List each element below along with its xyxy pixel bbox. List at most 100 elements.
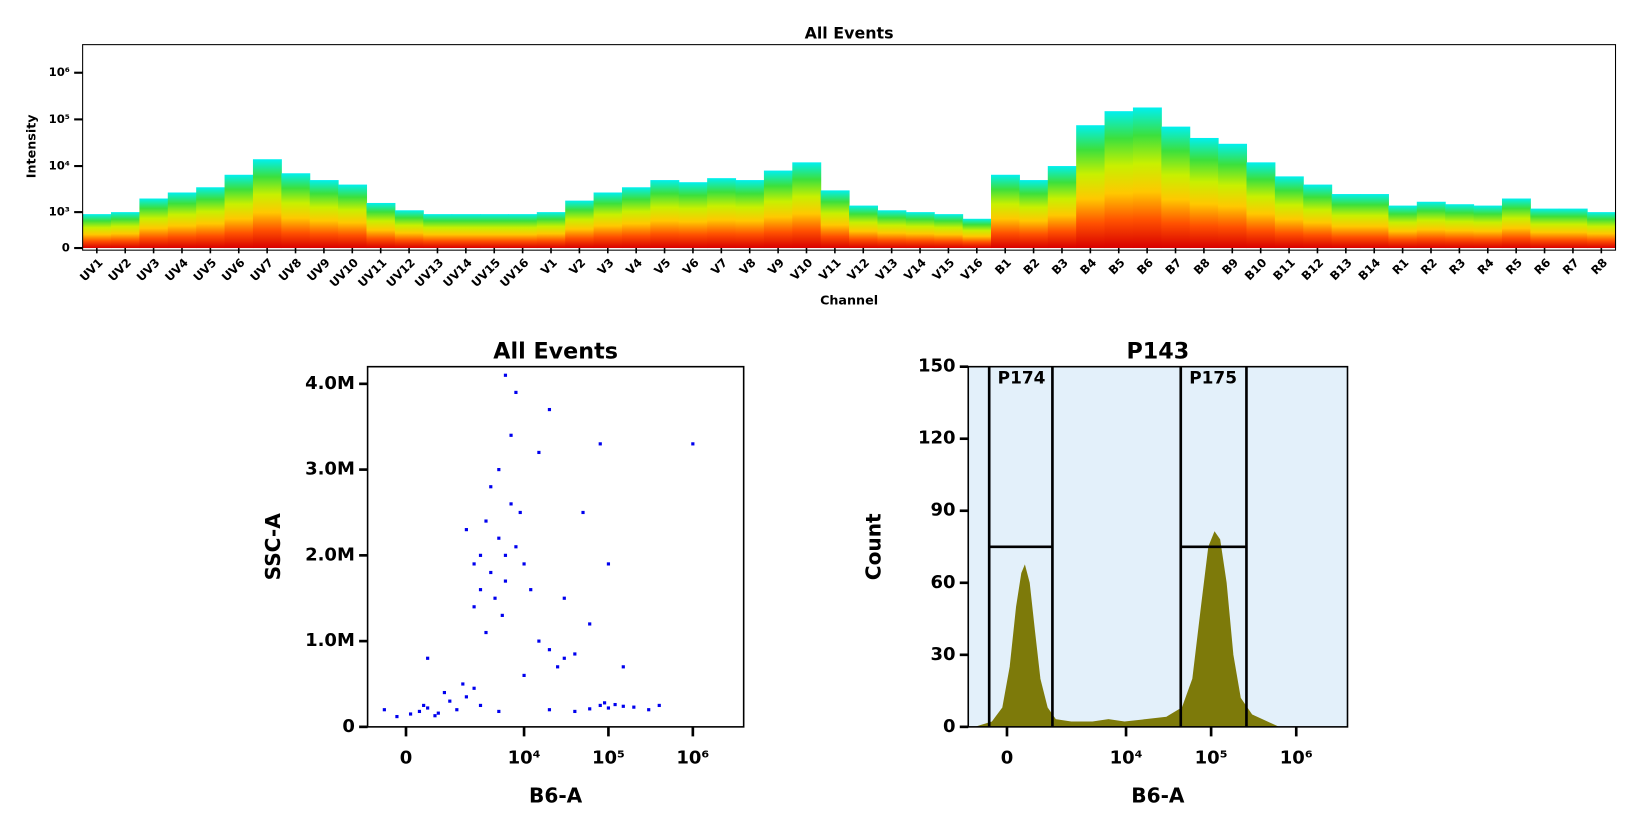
spectrum-column (1587, 212, 1617, 249)
event-dot (503, 553, 508, 557)
event-dot (489, 485, 493, 489)
x-tick-label: UV13 (412, 255, 446, 289)
event-dot (647, 708, 651, 712)
event-dot (514, 390, 518, 395)
event-dot (613, 702, 617, 707)
event-dot (472, 686, 476, 690)
event-dot (426, 656, 430, 660)
spectrum-column (962, 218, 992, 249)
x-tick-label: V7 (708, 255, 730, 277)
event-dot (621, 704, 625, 708)
event-dot (632, 705, 636, 709)
event-dot (562, 656, 566, 660)
event-dot (562, 596, 566, 600)
event-dot (537, 450, 541, 455)
event-dot (621, 665, 625, 669)
event-dot (422, 703, 426, 708)
event-dot (472, 605, 476, 609)
x-tick-label: B12 (1299, 255, 1327, 283)
spectrum-column (820, 190, 850, 249)
event-dot (547, 708, 552, 712)
event-dot (503, 579, 508, 583)
spectrum-column (763, 170, 793, 249)
x-tick-label: 10⁴ (508, 748, 541, 769)
event-dot (598, 442, 602, 446)
event-dot (497, 709, 501, 714)
spectrum-column (1360, 194, 1389, 249)
spectrum-column (1104, 111, 1134, 249)
y-tick-label: 0 (342, 716, 355, 737)
spectrum-column (1246, 162, 1276, 249)
x-tick-label: UV5 (191, 255, 220, 284)
y-tick-label: 3.0M (305, 459, 355, 480)
x-tick-label: UV1 (77, 255, 106, 284)
y-axis-label: Intensity (23, 114, 38, 178)
event-dot (514, 545, 518, 549)
x-tick-label: V4 (623, 255, 645, 277)
x-tick-label: B7 (1162, 255, 1184, 277)
event-dot (522, 562, 526, 566)
x-tick-label: 10⁶ (676, 748, 709, 769)
x-tick-label: UV10 (327, 255, 361, 289)
event-dot (573, 652, 577, 656)
spectrum-column (451, 214, 481, 249)
x-tick-label: B5 (1106, 255, 1128, 277)
x-tick-label: B13 (1327, 255, 1355, 283)
event-dot (478, 588, 483, 592)
event-dot (518, 510, 522, 515)
gate-label: P174 (998, 367, 1046, 387)
chart-title: All Events (805, 24, 894, 43)
event-dot (573, 709, 577, 714)
event-dot (691, 442, 695, 446)
event-dot (464, 528, 468, 532)
x-tick-label: B11 (1270, 255, 1298, 283)
spectrum-column (678, 182, 708, 249)
x-tick-label: V1 (538, 255, 560, 277)
plot-frame (967, 365, 1349, 728)
spectrum-column (1076, 125, 1106, 249)
spectrum-column (1530, 208, 1560, 249)
x-tick-label: V10 (788, 255, 816, 283)
x-tick-label: V15 (930, 255, 958, 283)
chart-title: P143 (1127, 338, 1190, 364)
spectrum-column (167, 192, 197, 249)
spectrum-column (991, 174, 1020, 249)
spectrum-column (792, 162, 822, 249)
event-dot (657, 703, 661, 708)
x-tick-label: 0 (1001, 748, 1014, 769)
spectrum-column (111, 212, 140, 249)
event-dot (497, 468, 501, 472)
event-dot (461, 682, 465, 686)
y-tick-label: 1.0M (305, 630, 355, 651)
spectrum-column (593, 192, 623, 249)
event-dot (455, 708, 459, 712)
x-tick-label: UV3 (134, 255, 163, 284)
spectrum-column (423, 214, 453, 249)
event-dot (556, 665, 560, 669)
x-tick-label: UV8 (276, 255, 305, 284)
event-dot (464, 695, 468, 699)
event-dot (529, 588, 533, 592)
y-tick-label: 4.0M (305, 373, 355, 394)
spectrum-column (508, 214, 538, 249)
spectrum-column (536, 212, 566, 249)
spectrum-column (565, 200, 595, 249)
x-tick-label: R4 (1475, 255, 1497, 277)
x-tick-label: B14 (1355, 255, 1383, 283)
y-tick-label: 0 (943, 716, 956, 737)
plot-frame (366, 365, 745, 728)
x-tick-label: R8 (1588, 255, 1610, 277)
y-tick-label: 90 (930, 500, 955, 521)
event-dot (598, 703, 602, 708)
spectrum-column (849, 205, 878, 249)
x-tick-label: 10⁵ (1195, 748, 1228, 769)
y-tick-label: 10³ (49, 205, 70, 219)
x-tick-label: UV16 (497, 255, 531, 289)
x-tick-label: R5 (1503, 255, 1525, 277)
plot-frame (82, 44, 1617, 251)
x-tick-label: UV2 (105, 255, 134, 284)
spectrum-column (139, 198, 169, 249)
spectrum-column (905, 212, 935, 249)
spectrum-column (1161, 126, 1191, 249)
